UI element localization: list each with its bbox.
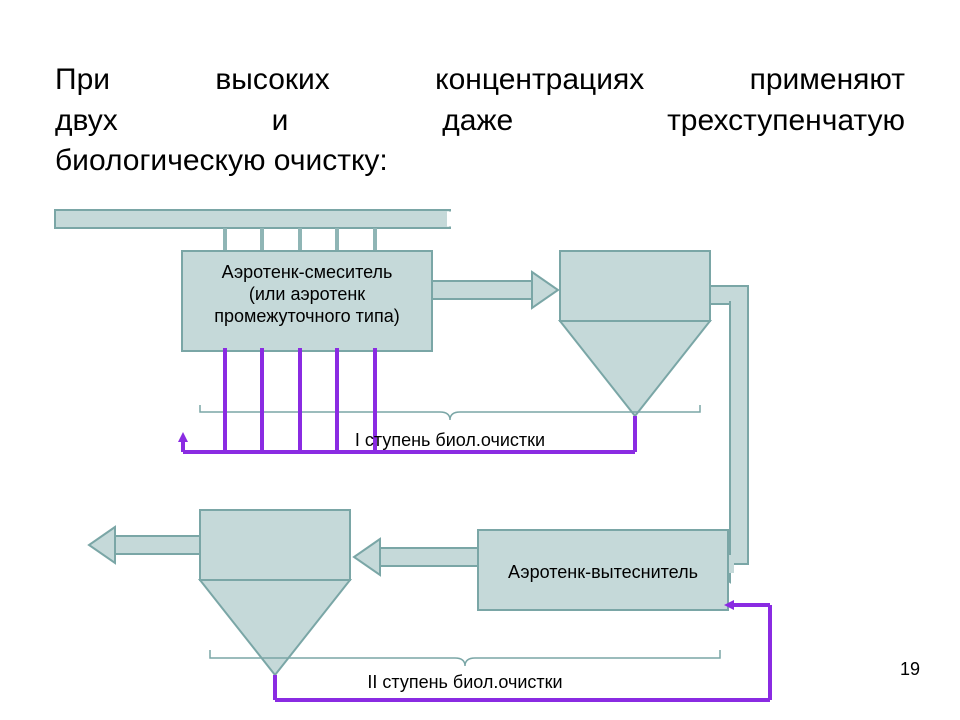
- tank1-label-2: (или аэротенк: [249, 284, 365, 304]
- arrow-outlet: [89, 527, 200, 563]
- stage2-label: II ступень биол.очистки: [367, 672, 562, 692]
- arrow-tank2-settler2: [354, 539, 478, 575]
- page-number: 19: [900, 659, 920, 680]
- inlet-pipe: [55, 210, 451, 228]
- stage1-bracket: [200, 405, 700, 420]
- tank1-label-3: промежуточного типа): [214, 306, 399, 326]
- stage1-label: I ступень биол.очистки: [355, 430, 545, 450]
- tank2-label: Аэротенк-вытеснитель: [508, 562, 698, 582]
- tank1-label-1: Аэротенк-смеситель: [222, 262, 393, 282]
- flow-diagram: Аэротенк-смеситель (или аэротенк промежу…: [0, 0, 960, 720]
- arrow-tank1-settler1: [432, 272, 558, 308]
- settler2: [200, 510, 350, 675]
- settler1: [560, 251, 710, 416]
- tank1-aerotank-mixer: Аэротенк-смеситель (или аэротенк промежу…: [182, 251, 432, 351]
- tank2-aerotank-displacer: Аэротенк-вытеснитель: [478, 530, 728, 610]
